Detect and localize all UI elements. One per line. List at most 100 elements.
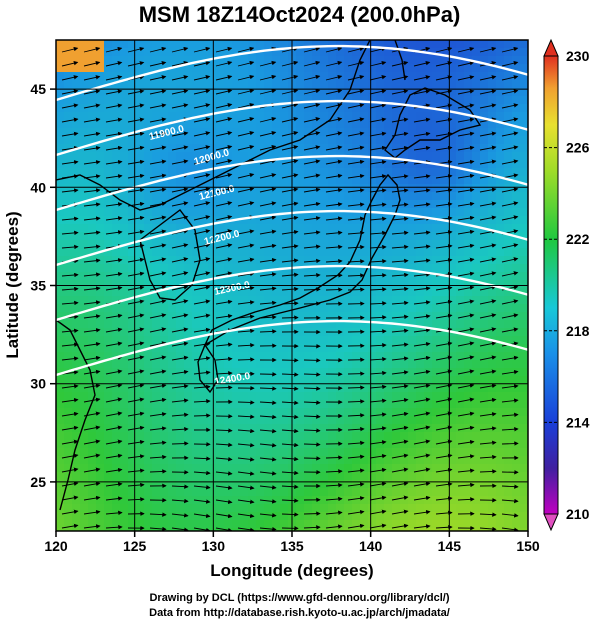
wind-arrow [479, 512, 497, 517]
wind-arrow [105, 524, 123, 530]
wind-arrow [237, 300, 255, 305]
wind-arrow [83, 314, 101, 319]
wind-arrow [369, 60, 387, 67]
wind-arrow [325, 258, 343, 264]
wind-arrow [347, 117, 365, 123]
wind-arrow [259, 173, 277, 179]
wind-arrow [281, 258, 299, 263]
wind-arrow [259, 443, 277, 448]
wind-arrow [105, 313, 123, 319]
wind-arrow [215, 285, 233, 291]
wind-arrow [61, 286, 79, 292]
wind-arrow [171, 513, 189, 518]
wind-arrow [149, 103, 167, 109]
wind-arrow [457, 369, 475, 375]
wind-arrow [501, 299, 519, 305]
wind-arrow [479, 355, 497, 361]
wind-arrow [259, 300, 277, 306]
wind-arrow [369, 188, 387, 193]
wind-arrow [347, 385, 365, 390]
wind-arrow [501, 271, 519, 277]
wind-arrow [501, 412, 519, 418]
wind-arrow [391, 425, 409, 431]
wind-arrow [369, 103, 387, 109]
wind-arrow [457, 215, 475, 221]
wind-arrow [149, 46, 167, 53]
x-tick-label: 125 [123, 538, 147, 554]
wind-arrow [501, 117, 519, 123]
wind-arrow [215, 271, 233, 277]
wind-arrow [391, 258, 409, 264]
wind-arrow [215, 103, 233, 109]
wind-arrow [479, 369, 497, 375]
wind-arrow [237, 442, 255, 448]
wind-arrow [237, 428, 255, 434]
wind-arrow [413, 369, 431, 375]
wind-arrow [237, 285, 255, 291]
wind-arrow [347, 202, 365, 207]
wind-arrow [281, 272, 299, 278]
wind-arrow [369, 159, 387, 165]
wind-arrow [105, 89, 123, 95]
wind-arrow [83, 509, 101, 515]
wind-arrow [347, 399, 365, 404]
wind-arrow [259, 485, 277, 490]
wind-arrow [303, 258, 321, 264]
wind-arrow [457, 454, 475, 459]
wind-arrow [391, 342, 409, 347]
wind-arrow [325, 216, 343, 221]
y-tick-label: 35 [30, 278, 46, 294]
wind-arrow [61, 411, 79, 417]
wind-arrow [501, 75, 519, 81]
wind-arrow [413, 258, 431, 263]
wind-arrow [457, 89, 475, 95]
wind-arrow [347, 131, 365, 137]
wind-arrow [237, 414, 255, 419]
wind-arrow [83, 117, 101, 123]
wind-arrow [413, 272, 431, 277]
wind-arrow [369, 145, 387, 151]
wind-arrow [325, 455, 343, 460]
wind-arrow [259, 329, 277, 334]
wind-arrow [83, 131, 101, 137]
wind-arrow [325, 273, 343, 278]
wind-arrow [413, 509, 431, 515]
wind-arrow [369, 426, 387, 431]
wind-arrow [501, 369, 519, 375]
wind-arrow [479, 412, 497, 417]
wind-arrow [259, 144, 277, 151]
wind-arrow [457, 355, 475, 361]
wind-arrow [61, 300, 79, 306]
wind-arrow [83, 467, 101, 473]
wind-arrow [325, 173, 343, 179]
wind-arrow [193, 89, 211, 95]
wind-arrow [149, 131, 167, 137]
x-tick-label: 145 [438, 538, 462, 554]
wind-arrow [391, 397, 409, 403]
wind-arrow [501, 313, 519, 319]
wind-arrow [391, 230, 409, 236]
wind-arrow [347, 74, 365, 81]
wind-arrow [303, 187, 321, 193]
wind-arrow [193, 201, 211, 207]
wind-arrow [105, 383, 123, 389]
wind-arrow [105, 145, 123, 151]
wind-arrow [391, 495, 409, 501]
wind-arrow [83, 524, 101, 529]
wind-arrow [457, 103, 475, 109]
wind-arrow [193, 456, 211, 461]
wind-arrow [83, 202, 101, 207]
wind-arrow [369, 230, 387, 236]
wind-arrow [149, 369, 167, 375]
wind-arrow [303, 386, 321, 391]
colorbar-tick-label: 222 [566, 231, 590, 247]
wind-arrow [83, 89, 101, 95]
y-axis: 25 30 35 40 45 [30, 81, 56, 490]
wind-arrow [457, 159, 475, 165]
wind-arrow [369, 216, 387, 222]
wind-arrow [501, 61, 519, 67]
wind-arrow [281, 173, 299, 179]
wind-arrow [413, 300, 431, 305]
wind-arrow [83, 286, 101, 291]
wind-arrow [479, 75, 497, 81]
